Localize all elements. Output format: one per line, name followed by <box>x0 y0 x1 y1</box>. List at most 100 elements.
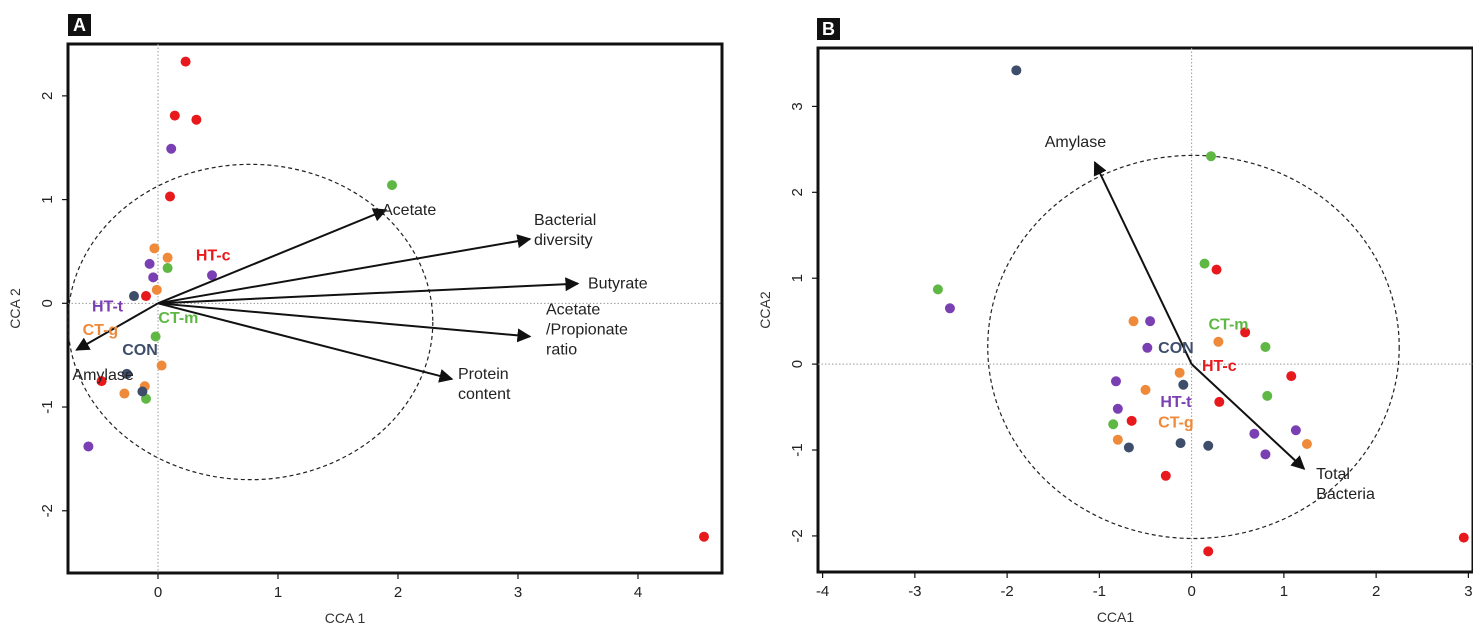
point-ht-t <box>944 303 955 314</box>
y-tick-label: 2 <box>789 188 806 196</box>
point-ht-t <box>148 272 159 283</box>
point-ht-t <box>83 441 94 452</box>
point-con <box>1203 440 1214 451</box>
point-ct-g <box>151 284 162 295</box>
x-tick-label: 3 <box>1464 583 1472 600</box>
x-tick-label: 1 <box>274 584 282 601</box>
x-tick-label: -4 <box>816 583 829 600</box>
point-ht-c <box>1286 371 1297 382</box>
vector-label-amylase: Amylase <box>1045 134 1106 151</box>
point-ht-t <box>207 270 217 281</box>
equilibrium-circle <box>987 154 1400 540</box>
y-tick-label: 0 <box>39 299 56 307</box>
point-ct-g <box>1128 316 1139 327</box>
point-ct-g <box>1301 439 1312 450</box>
point-ct-g <box>156 360 167 371</box>
panel-a: A 0 1 2 3 4 -2 -1 0 1 2 CCA 1 CCA 2 Acetate Bacterial… <box>0 0 730 633</box>
vector-amylase <box>1093 160 1193 365</box>
point-ht-c <box>1126 415 1137 426</box>
vector-total-bacteria <box>1190 363 1306 470</box>
vector-bacterial-diversity <box>157 234 532 305</box>
vector-protein-content <box>157 302 454 383</box>
point-ht-c <box>141 291 151 302</box>
point-ct-m <box>150 331 161 342</box>
vector-label-total-bacteria: Total Bacteria <box>1316 466 1375 503</box>
x-tick-label: 0 <box>154 584 162 601</box>
x-tick-label: 3 <box>514 584 522 601</box>
point-ct-m <box>1260 341 1271 352</box>
point-ct-g <box>149 243 160 254</box>
vector-label-protein-content: Protein content <box>458 366 511 403</box>
y-tick-label: 0 <box>789 360 806 368</box>
point-ct-g <box>1140 384 1151 395</box>
point-ht-c <box>1240 327 1251 338</box>
vector-butyrate <box>157 277 580 305</box>
group-label-ht-c: HT-c <box>196 248 231 265</box>
group-label-ct-m: CT-m <box>1209 317 1249 334</box>
panel-b: B -4 -3 -2 -1 0 1 2 3 -2 -1 0 1 2 3 CCA1 CCA2 Amylase Tot… <box>745 0 1473 633</box>
vector-acetate-propionate-ratio <box>157 302 532 343</box>
x-axis-label: CCA 1 <box>325 610 366 626</box>
point-ct-m <box>1199 258 1210 269</box>
group-label-ht-t: HT-t <box>92 298 124 315</box>
y-tick-label: 1 <box>39 195 56 203</box>
y-tick-label: -2 <box>789 529 806 542</box>
x-axis-label: CCA1 <box>1097 609 1135 625</box>
vector-acetate <box>157 208 388 305</box>
point-con <box>1011 65 1022 76</box>
point-con <box>1123 442 1134 453</box>
point-ct-m <box>1262 390 1273 401</box>
x-tick-label: 4 <box>634 584 642 601</box>
point-ht-t <box>1110 376 1121 387</box>
y-tick-label: 3 <box>789 102 806 110</box>
point-ht-c <box>96 376 107 387</box>
vector-label-bacterial-diversity: Bacterial diversity <box>534 212 596 249</box>
point-ht-t <box>1145 316 1156 327</box>
point-ct-m <box>1206 151 1216 162</box>
point-ht-c <box>169 110 180 121</box>
point-ht-c <box>180 56 191 67</box>
point-ht-t <box>1112 403 1123 414</box>
point-con <box>1178 379 1189 390</box>
point-ht-t <box>144 258 155 269</box>
y-tick-label: -1 <box>789 443 806 456</box>
plot-frame <box>66 42 724 575</box>
group-label-ht-t: HT-t <box>1160 394 1192 411</box>
point-ht-c <box>1214 396 1225 407</box>
group-label-ct-g: CT-g <box>1158 415 1194 432</box>
y-tick-label: 2 <box>39 92 56 100</box>
point-ht-t <box>1260 449 1271 460</box>
point-ht-c <box>1211 264 1222 275</box>
y-tick-label: -2 <box>39 504 56 517</box>
point-ht-c <box>191 114 202 125</box>
group-label-con: CON <box>1158 340 1194 357</box>
point-ct-m <box>932 284 943 295</box>
y-axis-label: CCA2 <box>757 291 773 329</box>
panel-a-label: A <box>68 14 91 36</box>
x-tick-label: 1 <box>1280 583 1288 600</box>
group-label-con: CON <box>122 342 158 359</box>
y-axis-label: CCA 2 <box>7 288 23 329</box>
point-con <box>137 386 148 397</box>
point-con <box>1175 438 1186 449</box>
point-ct-m <box>1108 419 1119 430</box>
point-ct-g <box>119 388 130 399</box>
x-tick-label: -3 <box>908 583 921 600</box>
x-tick-label: 2 <box>1372 583 1380 600</box>
point-con <box>121 368 132 379</box>
point-ht-t <box>1249 428 1260 439</box>
point-ct-g <box>162 252 173 263</box>
vector-label-amylase: Amylase <box>72 367 133 384</box>
x-tick-label: -1 <box>1093 583 1106 600</box>
point-ht-t <box>166 143 177 154</box>
vector-label-butyrate: Butyrate <box>588 276 648 293</box>
y-tick-label: 1 <box>789 274 806 282</box>
plot-frame <box>816 46 1473 574</box>
vector-label-acetate-propionate-ratio: Acetate/Propionate ratio <box>546 302 628 359</box>
panel-b-chart: -4 -3 -2 -1 0 1 2 3 -2 -1 0 1 2 3 CCA1 CCA2 Amylase Total… <box>757 46 1473 625</box>
point-ht-c <box>1203 546 1214 557</box>
vector-label-acetate: Acetate <box>382 202 436 219</box>
x-tick-label: 2 <box>394 584 402 601</box>
group-label-ht-c: HT-c <box>1202 358 1237 375</box>
vector-amylase <box>75 302 159 351</box>
